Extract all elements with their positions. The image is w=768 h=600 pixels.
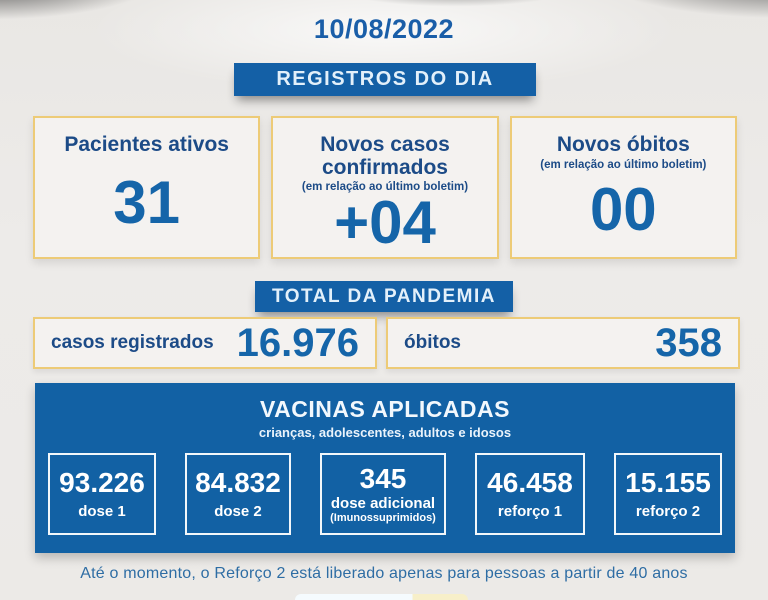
daily-records-banner-label: REGISTROS DO DIA: [276, 68, 494, 90]
registered-cases-value: 16.976: [236, 321, 359, 365]
booster2-value: 15.155: [625, 467, 711, 499]
new-deaths-title: Novos óbitos: [556, 133, 690, 156]
dose1-value: 93.226: [59, 467, 145, 499]
new-deaths-card: Novos óbitos (em relação ao último bolet…: [509, 116, 737, 259]
registered-cases-card: casos registrados 16.976: [33, 317, 377, 369]
total-deaths-value: 358: [655, 321, 722, 365]
vaccines-title: VACINAS APLICADAS: [259, 396, 510, 422]
dose2-value: 84.832: [195, 467, 281, 499]
active-patients-value: 31: [113, 168, 181, 236]
dose2-card: 84.832 dose 2: [185, 453, 291, 535]
booster1-value: 46.458: [487, 467, 573, 499]
daily-cards-row: Pacientes ativos 31 Novos casos confirma…: [33, 116, 737, 259]
new-cases-title: Novos casos confirmados: [320, 133, 450, 179]
registered-cases-label: casos registrados: [51, 332, 214, 353]
pandemic-total-banner: TOTAL DA PANDEMIA: [255, 281, 513, 312]
active-patients-title: Pacientes ativos: [64, 133, 229, 156]
new-cases-subtitle: (em relação ao último boletim): [301, 181, 469, 194]
additional-dose-value: 345: [359, 463, 407, 495]
new-cases-value: +04: [334, 189, 436, 257]
active-patients-card: Pacientes ativos 31: [33, 116, 261, 259]
pandemic-total-banner-label: TOTAL DA PANDEMIA: [272, 285, 496, 307]
new-deaths-subtitle: (em relação ao último boletim): [540, 158, 707, 171]
booster2-card: 15.155 reforço 2: [614, 453, 722, 535]
new-cases-card: Novos casos confirmados (em relação ao ú…: [271, 116, 499, 261]
new-cases-value-wrap: +04: [334, 193, 436, 261]
bulletin-date: 10/08/2022: [313, 14, 455, 44]
booster2-eligibility-note: Até o momento, o Reforço 2 está liberado…: [80, 565, 688, 582]
dose1-card: 93.226 dose 1: [48, 453, 156, 535]
daily-records-banner: REGISTROS DO DIA: [234, 63, 536, 96]
active-patients-value-wrap: 31: [113, 157, 180, 257]
additional-dose-label: dose adicional: [330, 494, 436, 512]
additional-dose-sublabel: (Imunossuprimidos): [330, 511, 436, 524]
new-deaths-value: 00: [589, 175, 657, 243]
booster2-label: reforço 2: [635, 502, 701, 520]
booster1-card: 46.458 reforço 1: [475, 453, 585, 535]
new-deaths-value-wrap: 00: [590, 171, 657, 257]
dose2-label: dose 2: [214, 502, 262, 520]
booster1-label: reforço 1: [497, 502, 563, 520]
total-deaths-label: óbitos: [404, 332, 461, 353]
vaccines-subtitle: crianças, adolescentes, adultos e idosos: [258, 425, 512, 440]
footer-logo-cutoff: [295, 594, 468, 600]
dose1-label: dose 1: [78, 502, 126, 520]
vaccine-cards-row: 93.226 dose 1 84.832 dose 2 345 dose adi…: [48, 453, 722, 535]
additional-dose-card: 345 dose adicional (Imunossuprimidos): [320, 453, 446, 535]
vaccines-panel: VACINAS APLICADAS crianças, adolescentes…: [35, 383, 735, 553]
total-deaths-card: óbitos 358: [386, 317, 740, 369]
